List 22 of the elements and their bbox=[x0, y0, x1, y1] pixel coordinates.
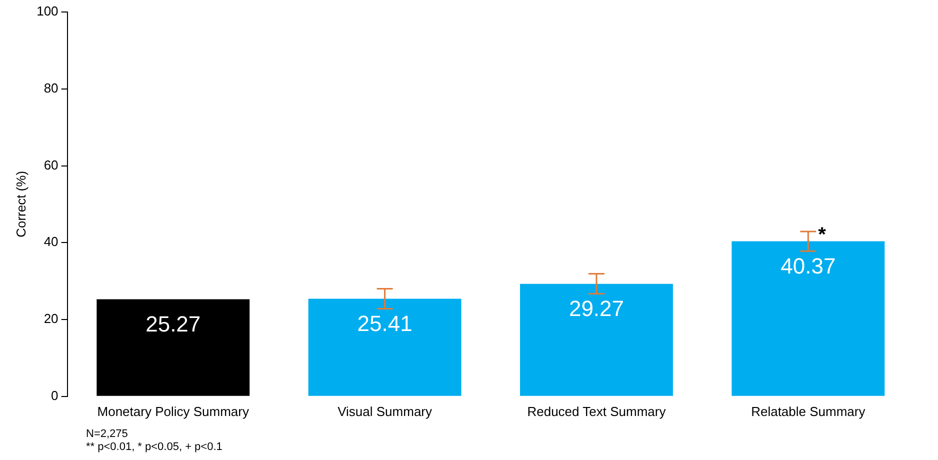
x-tick-label: Relatable Summary bbox=[751, 404, 866, 419]
y-tick-label: 20 bbox=[44, 311, 58, 326]
y-tick-label: 40 bbox=[44, 234, 58, 250]
annotation: * bbox=[818, 224, 826, 246]
bar bbox=[308, 298, 462, 396]
data-label: 29.27 bbox=[568, 296, 624, 321]
bar bbox=[96, 299, 250, 396]
y-tick-label: 100 bbox=[36, 4, 58, 19]
text: ** p<0.01, * p<0.05, + p<0.1 bbox=[86, 441, 222, 454]
y-tick-label: 80 bbox=[44, 80, 58, 96]
data-label: 40.37 bbox=[780, 253, 836, 278]
bar bbox=[732, 241, 885, 396]
bar bbox=[520, 284, 673, 396]
x-tick-label: Monetary Policy Summary bbox=[97, 404, 250, 419]
x-tick-label: Reduced Text Summary bbox=[527, 404, 666, 419]
y-tick-label: 0 bbox=[51, 388, 58, 403]
data-label: 25.27 bbox=[146, 311, 201, 336]
x-tick-label: Visual Summary bbox=[338, 404, 433, 419]
text: N=2,275 bbox=[86, 428, 129, 441]
y-tick-label: 60 bbox=[44, 157, 58, 172]
y-axis-title: Correct (%) bbox=[13, 170, 28, 238]
data-label: 25.41 bbox=[357, 310, 412, 336]
